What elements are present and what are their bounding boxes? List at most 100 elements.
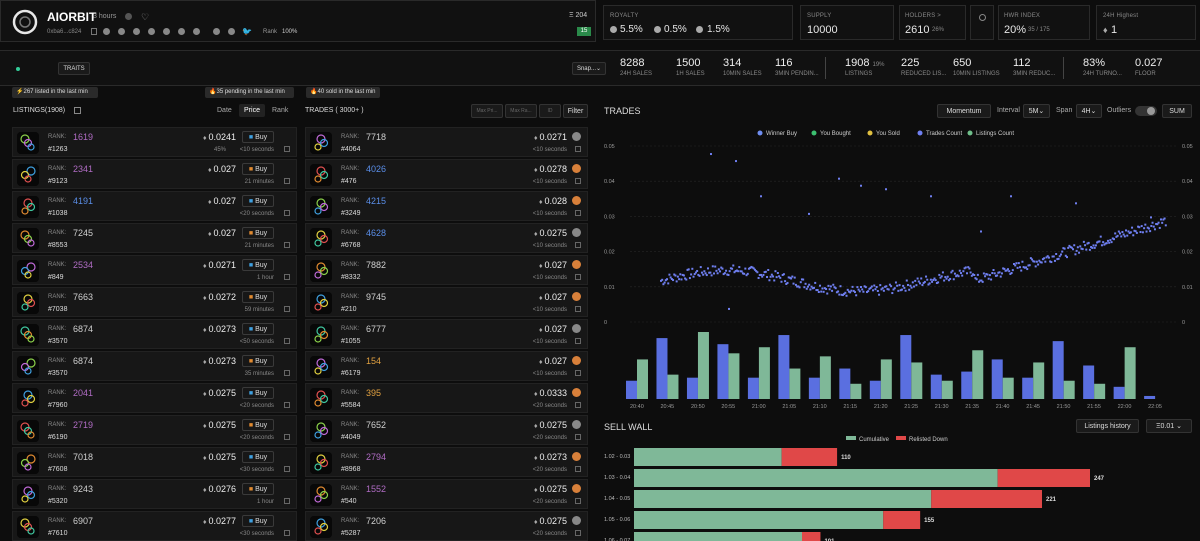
max-price-input[interactable]: Max Pri...: [471, 104, 503, 118]
external-link-icon[interactable]: [284, 402, 290, 408]
nft-thumbnail[interactable]: [17, 324, 39, 346]
listings-count-bar[interactable]: [758, 347, 770, 399]
buy-button[interactable]: ■ Buy: [242, 483, 274, 495]
momentum-button[interactable]: Momentum: [937, 104, 991, 118]
trades-count-bar[interactable]: [839, 368, 851, 399]
external-link-icon[interactable]: [284, 306, 290, 312]
listing-row[interactable]: RANK: 6907 #7610 ♦ 0.0277 ■ Buy <30 seco…: [12, 511, 297, 541]
trade-row[interactable]: RANK: 7206 #5287 ♦ 0.0275 <20 seconds: [305, 511, 588, 541]
trades-count-bar[interactable]: [1144, 395, 1156, 399]
listings-count-bar[interactable]: [850, 383, 862, 399]
buy-button[interactable]: ■ Buy: [242, 291, 274, 303]
listing-row[interactable]: RANK: 2719 #6190 ♦ 0.0275 ■ Buy <20 seco…: [12, 415, 297, 445]
nft-thumbnail[interactable]: [17, 164, 39, 186]
external-link-icon[interactable]: [575, 370, 581, 376]
listings-history-button[interactable]: Listings history: [1076, 419, 1139, 433]
relisted-bar[interactable]: [931, 490, 1042, 508]
website-icon[interactable]: [213, 28, 220, 35]
nft-thumbnail[interactable]: [17, 420, 39, 442]
trade-row[interactable]: RANK: 4628 #6768 ♦ 0.0275 <10 seconds: [305, 223, 588, 253]
listings-count-bar[interactable]: [697, 332, 709, 399]
external-link-icon[interactable]: [284, 146, 290, 152]
buy-button[interactable]: ■ Buy: [242, 195, 274, 207]
external-link-icon[interactable]: [575, 402, 581, 408]
listing-row[interactable]: RANK: 6874 #3570 ♦ 0.0273 ■ Buy <50 seco…: [12, 319, 297, 349]
nft-thumbnail[interactable]: [17, 228, 39, 250]
buy-button[interactable]: ■ Buy: [242, 323, 274, 335]
trades-count-bar[interactable]: [626, 380, 637, 399]
external-link-icon[interactable]: [284, 498, 290, 504]
listing-row[interactable]: RANK: 1619 #1263 ♦ 0.0241 ■ Buy <10 seco…: [12, 127, 297, 157]
nft-thumbnail[interactable]: [17, 388, 39, 410]
listing-row[interactable]: RANK: 4191 #1038 ♦ 0.027 ■ Buy <20 secon…: [12, 191, 297, 221]
listing-row[interactable]: RANK: 6874 #3570 ♦ 0.0273 ■ Buy 35 minut…: [12, 351, 297, 381]
holders-box[interactable]: HOLDERS > 2610 26%: [899, 5, 966, 40]
globe-icon[interactable]: [228, 28, 235, 35]
max-rank-input[interactable]: Max Ra...: [505, 104, 537, 118]
external-link-icon[interactable]: [575, 434, 581, 440]
listings-count-bar[interactable]: [1124, 347, 1136, 399]
trades-count-bar[interactable]: [1083, 365, 1095, 400]
listing-row[interactable]: RANK: 2341 #9123 ♦ 0.027 ■ Buy 21 minute…: [12, 159, 297, 189]
chart-icon[interactable]: [979, 14, 986, 21]
buy-button[interactable]: ■ Buy: [242, 451, 274, 463]
listing-row[interactable]: RANK: 9243 #5320 ♦ 0.0276 ■ Buy 1 hour: [12, 479, 297, 509]
buy-button[interactable]: ■ Buy: [242, 131, 274, 143]
listings-checkbox[interactable]: [74, 107, 81, 114]
external-link-icon[interactable]: [575, 242, 581, 248]
nft-thumbnail[interactable]: [17, 196, 39, 218]
listings-count-bar[interactable]: [911, 362, 923, 399]
looksrare-icon[interactable]: [148, 28, 155, 35]
buy-button[interactable]: ■ Buy: [242, 227, 274, 239]
nft-thumbnail[interactable]: [310, 132, 332, 154]
buy-button[interactable]: ■ Buy: [242, 387, 274, 399]
external-link-icon[interactable]: [575, 338, 581, 344]
trades-count-bar[interactable]: [961, 371, 973, 399]
listings-count-bar[interactable]: [819, 356, 831, 399]
external-link-icon[interactable]: [575, 498, 581, 504]
trades-count-bar[interactable]: [808, 377, 820, 399]
nft-thumbnail[interactable]: [17, 356, 39, 378]
trades-count-bar[interactable]: [869, 380, 881, 399]
buy-button[interactable]: ■ Buy: [242, 259, 274, 271]
trades-chart[interactable]: Winner Buy You Bought You Sold Trades Count…: [596, 122, 1200, 412]
cumulative-bar[interactable]: [634, 469, 998, 487]
external-link-icon[interactable]: [575, 210, 581, 216]
listings-count-bar[interactable]: [637, 359, 648, 399]
sort-date[interactable]: Date: [217, 107, 232, 114]
trade-row[interactable]: RANK: 154 #6179 ♦ 0.027 <10 seconds: [305, 351, 588, 381]
trades-count-bar[interactable]: [900, 335, 912, 399]
trades-count-bar[interactable]: [656, 338, 668, 399]
x2y2-icon[interactable]: [163, 28, 170, 35]
external-link-icon[interactable]: [284, 178, 290, 184]
nft-thumbnail[interactable]: [17, 292, 39, 314]
copy-icon[interactable]: [91, 28, 97, 35]
cumulative-bar[interactable]: [634, 490, 932, 508]
external-link-icon[interactable]: [575, 530, 581, 536]
interval-dropdown[interactable]: 5M⌄: [1023, 104, 1050, 118]
cumulative-bar[interactable]: [634, 448, 782, 466]
trade-row[interactable]: RANK: 395 #5584 ♦ 0.0333 <20 seconds: [305, 383, 588, 413]
blur-icon[interactable]: [133, 28, 140, 35]
listings-count-bar[interactable]: [880, 359, 892, 399]
external-link-icon[interactable]: [575, 274, 581, 280]
nft-thumbnail[interactable]: [17, 452, 39, 474]
trade-row[interactable]: RANK: 4026 #476 ♦ 0.0278 <10 seconds: [305, 159, 588, 189]
listings-count-bar[interactable]: [789, 368, 801, 399]
nft-thumbnail[interactable]: [17, 516, 39, 538]
nft-thumbnail[interactable]: [310, 356, 332, 378]
eye-icon[interactable]: [125, 13, 132, 20]
buy-button[interactable]: ■ Buy: [242, 515, 274, 527]
discord-icon[interactable]: [193, 28, 200, 35]
nft-thumbnail[interactable]: [310, 516, 332, 538]
trade-row[interactable]: RANK: 7718 #4064 ♦ 0.0271 <10 seconds: [305, 127, 588, 157]
opensea-icon[interactable]: [118, 28, 125, 35]
nft-thumbnail[interactable]: [310, 388, 332, 410]
heart-icon[interactable]: ♡: [141, 12, 150, 22]
listings-count-bar[interactable]: [972, 350, 984, 399]
external-link-icon[interactable]: [284, 466, 290, 472]
trades-count-bar[interactable]: [778, 335, 790, 399]
trade-row[interactable]: RANK: 4215 #3249 ♦ 0.028 <10 seconds: [305, 191, 588, 221]
sell-wall-chart[interactable]: Cumulative Relisted Down 1.02 - 0.03 110 1.0…: [596, 433, 1200, 541]
trade-row[interactable]: RANK: 7652 #4049 ♦ 0.0275 <20 seconds: [305, 415, 588, 445]
